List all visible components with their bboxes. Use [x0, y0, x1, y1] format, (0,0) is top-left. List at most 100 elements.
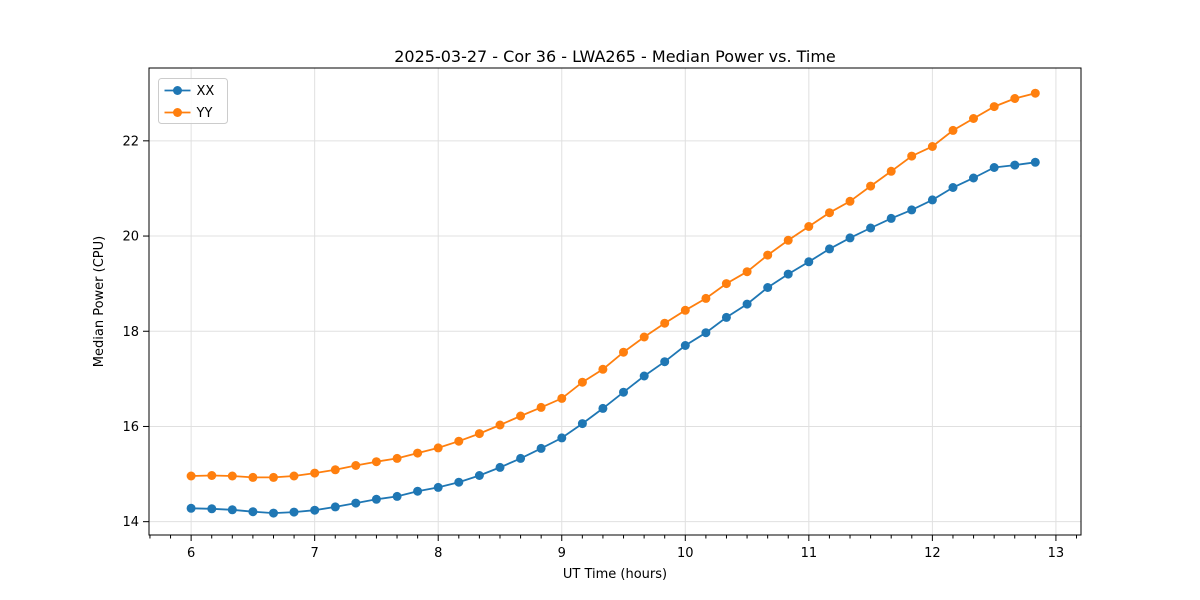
data-point-xx — [351, 498, 361, 508]
data-point-yy — [536, 402, 546, 412]
gridlines — [149, 68, 1081, 535]
data-point-yy — [371, 457, 381, 467]
y-axis-label: Median Power (CPU) — [92, 236, 107, 367]
data-point-yy — [804, 222, 814, 231]
x-tick-label: 6 — [187, 546, 195, 561]
data-point-yy — [907, 151, 917, 161]
data-point-yy — [330, 465, 340, 475]
data-point-yy — [433, 443, 443, 453]
data-point-xx — [577, 419, 587, 429]
data-point-xx — [392, 491, 402, 501]
x-tick-label: 12 — [924, 546, 941, 561]
data-point-xx — [1030, 157, 1040, 167]
y-tick-label: 14 — [122, 515, 139, 530]
y-tick-label: 16 — [122, 420, 139, 435]
data-point-yy — [557, 393, 567, 403]
data-point-xx — [598, 403, 608, 413]
data-point-yy — [351, 461, 361, 470]
data-point-yy — [1010, 94, 1020, 103]
data-point-xx — [516, 453, 526, 463]
data-point-yy — [721, 279, 731, 289]
axis-ticks — [143, 140, 1078, 541]
data-point-xx — [310, 505, 320, 515]
data-point-yy — [392, 453, 402, 463]
data-point-yy — [763, 250, 773, 260]
legend-label: XX — [197, 84, 215, 99]
data-point-yy — [413, 448, 423, 458]
data-point-yy — [948, 125, 958, 135]
data-series — [186, 88, 1040, 518]
data-point-xx — [639, 371, 649, 381]
data-point-yy — [989, 102, 999, 112]
data-point-xx — [907, 205, 917, 215]
data-point-xx — [721, 312, 731, 322]
data-point-xx — [804, 257, 814, 267]
legend-label: YY — [196, 106, 213, 121]
data-point-xx — [371, 494, 381, 504]
x-tick-label: 8 — [434, 546, 442, 561]
data-point-yy — [577, 377, 587, 387]
data-point-yy — [660, 318, 670, 328]
legend-marker — [173, 86, 182, 95]
data-point-xx — [454, 477, 464, 487]
legend: XX YY — [158, 78, 228, 124]
data-point-xx — [989, 163, 999, 172]
data-point-yy — [454, 436, 464, 446]
x-axis-label: UT Time (hours) — [563, 567, 667, 582]
series-line-xx — [191, 161, 1036, 515]
data-point-xx — [866, 223, 876, 233]
data-point-xx — [763, 283, 773, 292]
data-point-xx — [186, 503, 196, 513]
data-point-xx — [330, 502, 340, 512]
data-point-xx — [227, 505, 237, 515]
data-point-xx — [948, 183, 958, 192]
data-point-xx — [474, 471, 484, 480]
data-point-yy — [639, 332, 649, 342]
data-point-xx — [660, 357, 670, 367]
data-point-xx — [825, 244, 834, 254]
data-point-yy — [969, 114, 978, 123]
data-point-xx — [886, 213, 896, 223]
data-point-yy — [845, 196, 855, 206]
data-point-xx — [619, 387, 628, 397]
data-point-yy — [227, 471, 237, 481]
data-point-xx — [248, 507, 258, 517]
data-point-xx — [269, 508, 278, 518]
data-point-xx — [927, 195, 937, 205]
series-line-yy — [191, 92, 1036, 479]
x-tick-label: 11 — [801, 546, 818, 561]
data-point-xx — [783, 269, 793, 279]
data-point-yy — [186, 471, 196, 481]
plot-border — [148, 67, 1082, 536]
data-point-xx — [495, 462, 505, 472]
legend-marker — [173, 108, 182, 117]
y-tick-label: 18 — [122, 325, 139, 340]
tick-labels: 6 7 8 9 10 11 12 13 14 16 18 20 22 — [122, 134, 1064, 561]
x-tick-label: 10 — [677, 546, 694, 561]
data-point-xx — [680, 341, 690, 350]
data-point-yy — [598, 364, 608, 374]
data-point-xx — [1010, 160, 1020, 170]
data-point-yy — [516, 411, 526, 421]
data-point-yy — [474, 429, 484, 439]
data-point-yy — [783, 235, 793, 245]
data-point-yy — [742, 267, 752, 277]
data-point-yy — [680, 305, 690, 315]
data-point-xx — [207, 504, 217, 514]
data-point-xx — [969, 173, 978, 183]
data-point-xx — [289, 507, 299, 517]
y-tick-label: 20 — [122, 230, 139, 245]
data-point-yy — [825, 208, 834, 218]
data-point-yy — [619, 347, 628, 357]
data-point-yy — [269, 472, 278, 482]
legend-box — [158, 78, 228, 124]
data-point-xx — [433, 482, 443, 492]
data-point-yy — [289, 471, 299, 481]
data-point-xx — [701, 328, 711, 338]
x-tick-label: 7 — [311, 546, 319, 561]
data-point-yy — [866, 181, 876, 191]
data-point-yy — [248, 472, 258, 482]
data-point-yy — [927, 142, 937, 151]
